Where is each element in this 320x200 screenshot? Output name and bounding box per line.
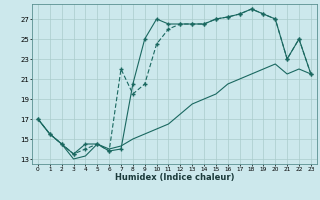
X-axis label: Humidex (Indice chaleur): Humidex (Indice chaleur) (115, 173, 234, 182)
